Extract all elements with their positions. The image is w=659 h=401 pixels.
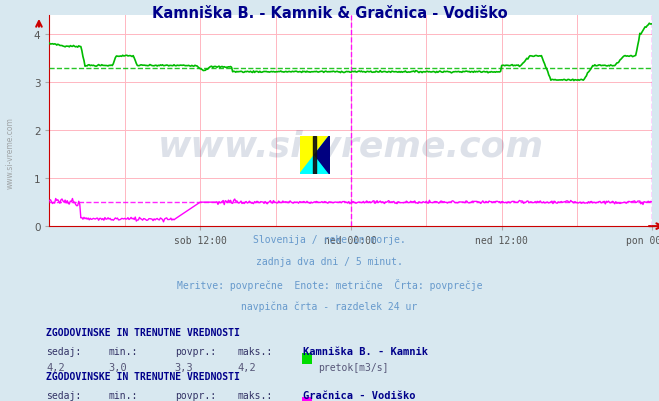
Text: pretok[m3/s]: pretok[m3/s] <box>318 362 388 372</box>
Text: Kamniška B. - Kamnik: Kamniška B. - Kamnik <box>303 346 428 356</box>
Polygon shape <box>300 136 330 174</box>
Text: www.si-vreme.com: www.si-vreme.com <box>5 117 14 188</box>
Text: Gračnica - Vodiško: Gračnica - Vodiško <box>303 390 416 400</box>
Text: zadnja dva dni / 5 minut.: zadnja dva dni / 5 minut. <box>256 257 403 267</box>
Text: min.:: min.: <box>109 390 138 400</box>
Text: ZGODOVINSKE IN TRENUTNE VREDNOSTI: ZGODOVINSKE IN TRENUTNE VREDNOSTI <box>46 327 240 337</box>
Text: ZGODOVINSKE IN TRENUTNE VREDNOSTI: ZGODOVINSKE IN TRENUTNE VREDNOSTI <box>46 371 240 381</box>
Text: maks.:: maks.: <box>237 346 272 356</box>
Polygon shape <box>315 136 330 174</box>
Text: min.:: min.: <box>109 346 138 356</box>
Text: Kamniška B. - Kamnik & Gračnica - Vodiško: Kamniška B. - Kamnik & Gračnica - Vodišk… <box>152 6 507 21</box>
Text: 3,3: 3,3 <box>175 362 193 372</box>
Text: maks.:: maks.: <box>237 390 272 400</box>
Text: navpična črta - razdelek 24 ur: navpična črta - razdelek 24 ur <box>241 301 418 311</box>
Text: Slovenija / reke in morje.: Slovenija / reke in morje. <box>253 235 406 245</box>
Text: 4,2: 4,2 <box>237 362 256 372</box>
Text: Meritve: povprečne  Enote: metrične  Črta: povprečje: Meritve: povprečne Enote: metrične Črta:… <box>177 279 482 291</box>
Text: 4,2: 4,2 <box>46 362 65 372</box>
Polygon shape <box>300 136 330 174</box>
Text: sedaj:: sedaj: <box>46 346 81 356</box>
Text: 3,0: 3,0 <box>109 362 127 372</box>
Polygon shape <box>313 136 316 174</box>
Text: povpr.:: povpr.: <box>175 390 215 400</box>
Text: www.si-vreme.com: www.si-vreme.com <box>158 130 544 164</box>
Text: sedaj:: sedaj: <box>46 390 81 400</box>
Text: povpr.:: povpr.: <box>175 346 215 356</box>
